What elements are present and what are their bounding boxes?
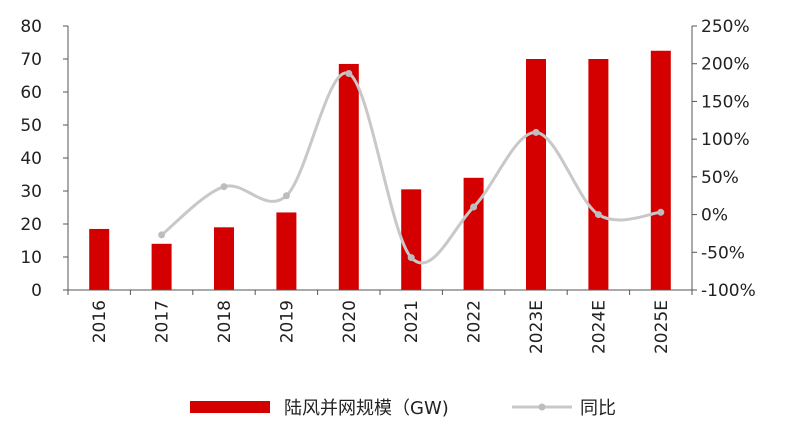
x-tick-label: 2017	[153, 300, 173, 343]
right-tick-label: 100%	[701, 130, 750, 150]
x-tick-label: 2018	[215, 300, 235, 343]
right-tick-label: 50%	[701, 168, 739, 188]
right-tick-label: -50%	[701, 243, 745, 263]
bar	[526, 59, 546, 290]
left-tick-label: 80	[20, 17, 42, 37]
yoy-point	[282, 192, 290, 200]
right-tick-label: 200%	[701, 55, 750, 75]
legend-line-marker	[538, 403, 546, 411]
x-tick-label: 2025E	[652, 300, 672, 354]
line-series	[158, 70, 665, 265]
x-tick-label: 2023E	[527, 300, 547, 354]
right-tick-label: 0%	[701, 206, 728, 226]
bar	[276, 212, 297, 290]
right-tick-label: 250%	[701, 17, 750, 37]
bar	[338, 63, 359, 291]
legend: 陆风并网规模（GW) 同比	[190, 398, 616, 419]
yoy-point	[470, 203, 478, 211]
right-tick-label: 150%	[701, 92, 750, 112]
x-axis: 2016 2017 2018 2019 2020 2021 2022 2023E 2024E 20…	[67, 289, 693, 354]
legend-line-label: 同比	[580, 398, 616, 419]
x-tick-label: 2020	[340, 300, 360, 343]
bar	[650, 50, 671, 290]
left-y-axis: 0 10 20 30 40 50 60 70 80	[20, 17, 69, 301]
yoy-point	[345, 70, 353, 78]
yoy-point	[407, 254, 415, 262]
x-tick-label: 2019	[277, 300, 297, 343]
yoy-point	[220, 183, 228, 191]
bar	[151, 243, 172, 290]
bar	[89, 228, 110, 290]
bar	[401, 189, 422, 290]
left-tick-label: 40	[20, 149, 42, 169]
left-tick-label: 30	[20, 182, 42, 202]
legend-bar-label: 陆风并网规模（GW)	[284, 398, 449, 419]
x-tick-label: 2021	[402, 300, 422, 343]
x-tick-label: 2022	[465, 300, 485, 343]
left-tick-label: 60	[20, 83, 42, 103]
bar-series	[89, 50, 671, 291]
yoy-point	[532, 128, 540, 136]
yoy-point	[657, 208, 665, 216]
legend-bar-swatch	[190, 401, 270, 413]
right-tick-label: -100%	[701, 281, 756, 301]
bar	[214, 227, 234, 290]
left-tick-label: 0	[31, 281, 42, 301]
left-tick-label: 20	[20, 215, 42, 235]
bar	[588, 59, 609, 290]
yoy-line	[160, 71, 661, 265]
x-tick-label: 2016	[90, 300, 110, 343]
left-tick-label: 50	[20, 116, 42, 136]
left-tick-label: 70	[20, 50, 42, 70]
left-tick-label: 10	[20, 248, 42, 268]
bar	[463, 177, 484, 290]
x-tick-label: 2024E	[589, 300, 609, 354]
right-y-axis: -100% -50% 0% 50% 100% 150% 200% 250%	[691, 17, 756, 301]
yoy-point	[158, 231, 166, 239]
yoy-point	[594, 211, 602, 219]
